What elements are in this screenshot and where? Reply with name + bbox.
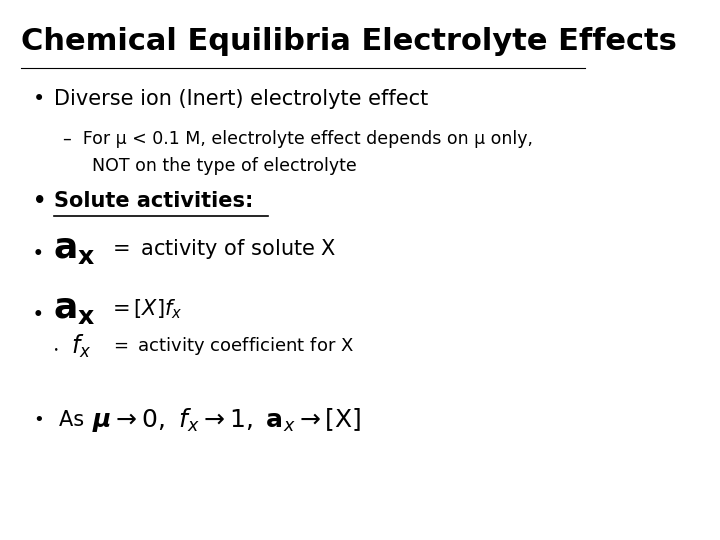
- Text: $\boldsymbol{\mu} \rightarrow 0,\ f_{x} \rightarrow 1,\ \mathbf{a}_{x} \rightarr: $\boldsymbol{\mu} \rightarrow 0,\ f_{x} …: [91, 406, 361, 434]
- Text: $= $ activity of solute X: $= $ activity of solute X: [108, 237, 336, 261]
- Text: •: •: [54, 346, 58, 352]
- Text: Solute activities:: Solute activities:: [54, 191, 253, 211]
- Text: •: •: [33, 89, 45, 109]
- Text: $\mathbf{a}_{\mathbf{x}}$: $\mathbf{a}_{\mathbf{x}}$: [53, 232, 95, 266]
- Text: •: •: [33, 410, 43, 429]
- Text: Chemical Equilibria Electrolyte Effects: Chemical Equilibria Electrolyte Effects: [21, 27, 677, 56]
- Text: As: As: [58, 410, 90, 430]
- Text: •: •: [33, 191, 46, 211]
- Text: $= $ activity coefficient for X: $= $ activity coefficient for X: [109, 335, 354, 357]
- Text: $= [X]f_{x}$: $= [X]f_{x}$: [108, 297, 182, 321]
- Text: •: •: [33, 306, 43, 325]
- Text: –  For μ < 0.1 M, electrolyte effect depends on μ only,: – For μ < 0.1 M, electrolyte effect depe…: [63, 130, 533, 148]
- Text: NOT on the type of electrolyte: NOT on the type of electrolyte: [91, 157, 356, 175]
- Text: $f_{x}$: $f_{x}$: [71, 333, 91, 360]
- Text: Diverse ion (Inert) electrolyte effect: Diverse ion (Inert) electrolyte effect: [54, 89, 428, 109]
- Text: $\mathbf{a}_{\mathbf{x}}$: $\mathbf{a}_{\mathbf{x}}$: [53, 292, 95, 326]
- Text: •: •: [33, 245, 43, 263]
